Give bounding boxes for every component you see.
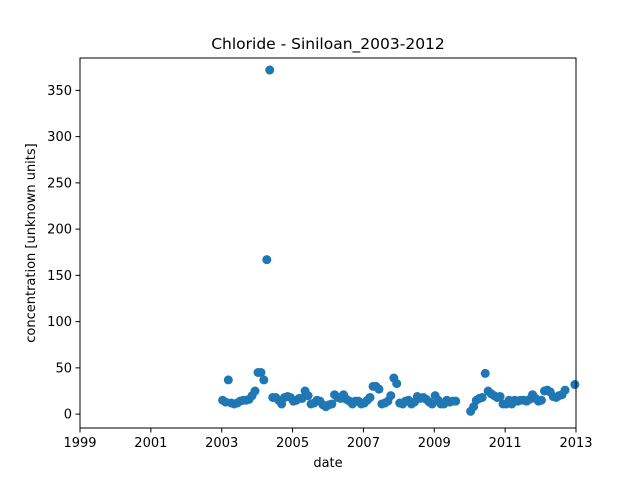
y-tick-label: 0 bbox=[64, 408, 72, 423]
data-point bbox=[250, 386, 260, 396]
y-tick-label: 50 bbox=[55, 361, 72, 376]
x-tick-label: 2001 bbox=[134, 436, 167, 451]
data-points bbox=[218, 65, 580, 416]
data-point bbox=[495, 392, 505, 402]
data-point bbox=[265, 65, 275, 75]
data-point bbox=[536, 395, 546, 405]
y-tick-label: 200 bbox=[47, 223, 72, 238]
x-axis-ticks: 1999 2001 2003 2005 2007 2009 2011 2013 bbox=[63, 428, 593, 451]
data-point bbox=[480, 368, 490, 378]
chart-title: Chloride - Siniloan_2003-2012 bbox=[211, 35, 445, 54]
data-point bbox=[223, 375, 233, 385]
data-point bbox=[262, 255, 272, 265]
y-axis-label: concentration [unknown units] bbox=[24, 143, 39, 342]
data-point bbox=[477, 392, 487, 402]
x-tick-label: 1999 bbox=[63, 436, 96, 451]
x-tick-label: 2013 bbox=[559, 436, 592, 451]
y-tick-label: 350 bbox=[47, 84, 72, 99]
x-tick-label: 2011 bbox=[489, 436, 522, 451]
y-tick-label: 100 bbox=[47, 315, 72, 330]
data-point bbox=[570, 380, 580, 390]
data-point bbox=[365, 392, 375, 402]
data-point bbox=[451, 396, 461, 406]
axes-frame bbox=[79, 57, 577, 429]
x-tick-label: 2009 bbox=[418, 436, 451, 451]
data-point bbox=[374, 384, 384, 394]
x-tick-label: 2005 bbox=[276, 436, 309, 451]
y-tick-label: 150 bbox=[47, 269, 72, 284]
plot-area bbox=[79, 57, 580, 429]
data-point bbox=[560, 385, 570, 395]
data-point bbox=[386, 391, 396, 401]
x-tick-label: 2003 bbox=[205, 436, 238, 451]
y-tick-label: 250 bbox=[47, 176, 72, 191]
data-point bbox=[392, 379, 402, 389]
data-point bbox=[327, 399, 337, 409]
data-point bbox=[303, 391, 313, 401]
data-point bbox=[256, 368, 266, 377]
y-tick-label: 300 bbox=[47, 130, 72, 145]
y-axis-ticks: 0 50 100 150 200 250 300 350 bbox=[47, 84, 80, 423]
data-point bbox=[259, 375, 269, 385]
x-tick-label: 2007 bbox=[347, 436, 380, 451]
x-axis-label: date bbox=[313, 456, 342, 471]
